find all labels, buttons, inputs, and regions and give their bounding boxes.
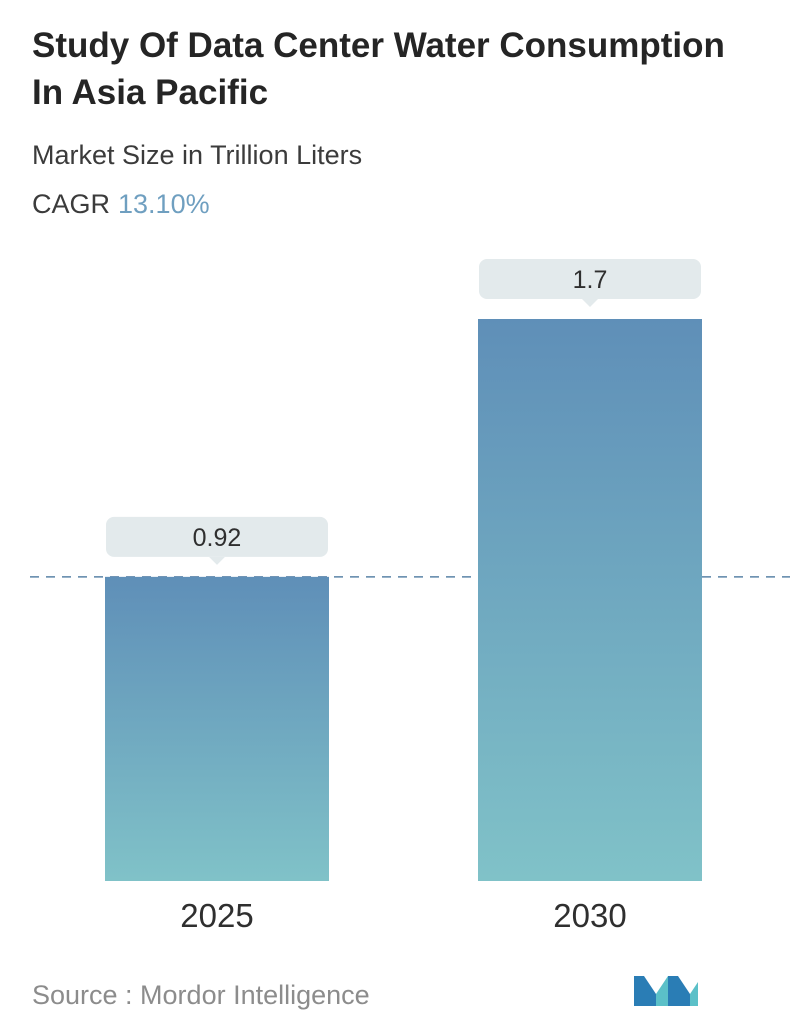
cagr-row: CAGR 13.10%: [32, 189, 210, 220]
mordor-intelligence-logo: [634, 976, 698, 1006]
chart-title: Study Of Data Center Water Consumption I…: [32, 26, 725, 112]
bar-chart: 0.92 2025 1.7 2030: [30, 259, 790, 934]
x-tick-label-2025: 2025: [180, 897, 253, 934]
data-label-2025: 0.92: [193, 524, 242, 552]
bar-2025: [105, 576, 329, 881]
data-label-box-2025: [106, 516, 328, 557]
chart-subtitle: Market Size in Trillion Liters: [32, 140, 363, 170]
cagr-value: 13.10%: [118, 189, 210, 219]
x-tick-label-2030: 2030: [553, 897, 626, 934]
data-label-2030: 1.7: [573, 266, 608, 294]
data-label-box-2030: [479, 259, 701, 299]
data-label-pointer-2025: [209, 556, 225, 565]
data-label-pointer-2030: [582, 299, 598, 307]
cagr-label: CAGR: [32, 189, 111, 219]
bar-2030: [478, 319, 702, 881]
source-credit: Source : Mordor Intelligence: [32, 980, 370, 1010]
